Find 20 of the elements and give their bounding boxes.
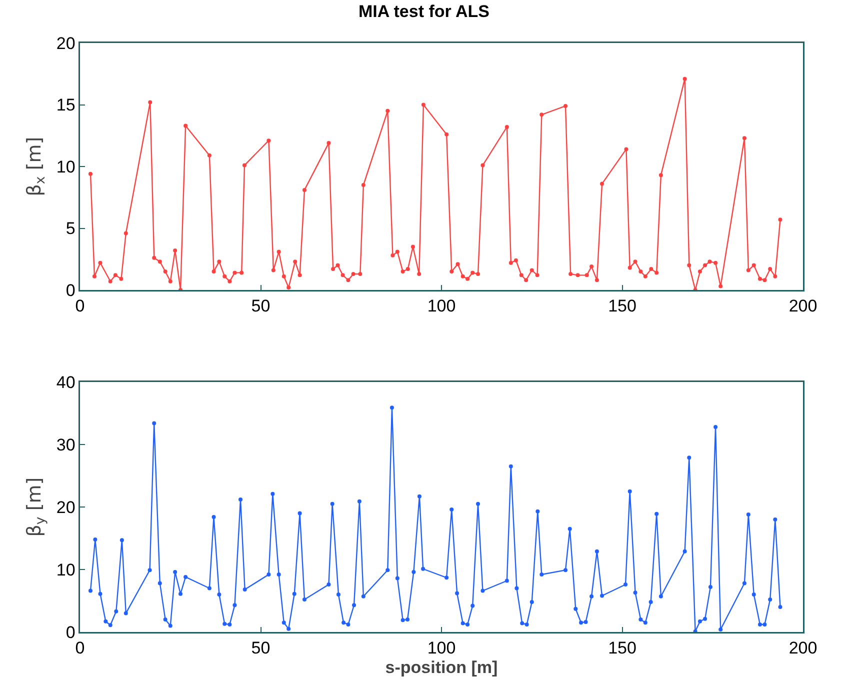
x-tick-label: 100	[427, 296, 456, 316]
x-tick-label: 150	[608, 296, 636, 316]
y-tick-label: 20	[56, 34, 76, 53]
y-tick-label: 10	[56, 157, 76, 176]
y-tick-label: 30	[56, 435, 76, 454]
y-tick-label: 0	[66, 622, 76, 642]
x-tick-label: 200	[788, 638, 818, 658]
y-tick-label: 5	[66, 219, 76, 238]
y-tick-label: 40	[56, 372, 76, 392]
chart-title: MIA test for ALS	[358, 2, 490, 21]
x-tick-label: 50	[251, 638, 270, 658]
x-tick-label: 200	[788, 296, 818, 316]
y-tick-label: 15	[56, 96, 76, 115]
x-tick-label: 100	[427, 638, 456, 658]
y-tick-label: 0	[66, 280, 76, 300]
y-tick-label: 20	[56, 498, 76, 517]
x-tick-label: 50	[251, 296, 270, 316]
y-tick-label: 10	[56, 560, 76, 580]
x-axis-title: s-position [m]	[385, 658, 498, 677]
x-tick-label: 150	[608, 638, 636, 658]
